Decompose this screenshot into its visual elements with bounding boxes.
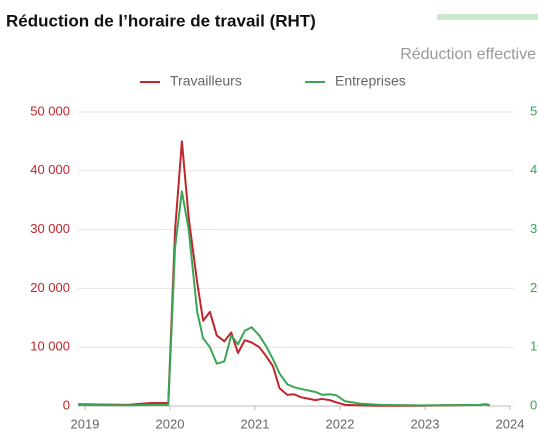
y-tick-label: 0 <box>63 397 70 412</box>
title-accent <box>437 14 538 20</box>
y-tick-label: 20 000 <box>30 280 70 295</box>
legend-label: Travailleurs <box>170 73 242 89</box>
x-tick-label: 2022 <box>326 416 355 431</box>
y-tick-label: 30 000 <box>30 221 70 236</box>
chart-title: Réduction de l’horaire de travail (RHT) <box>6 11 316 30</box>
x-tick-label: 2024 <box>496 416 525 431</box>
y-tick-label: 40 000 <box>30 162 70 177</box>
y2-tick-label: 0 <box>530 397 537 412</box>
x-tick-label: 2019 <box>71 416 100 431</box>
x-tick-label: 2023 <box>411 416 440 431</box>
y-tick-label: 10 000 <box>30 339 70 354</box>
x-tick-label: 2020 <box>156 416 185 431</box>
chart-subtitle: Réduction effective <box>400 46 536 63</box>
x-tick-label: 2021 <box>241 416 270 431</box>
series-line <box>78 140 490 407</box>
series-line <box>78 190 490 407</box>
y-tick-label: 50 000 <box>30 103 70 118</box>
legend-label: Entreprises <box>335 73 406 89</box>
